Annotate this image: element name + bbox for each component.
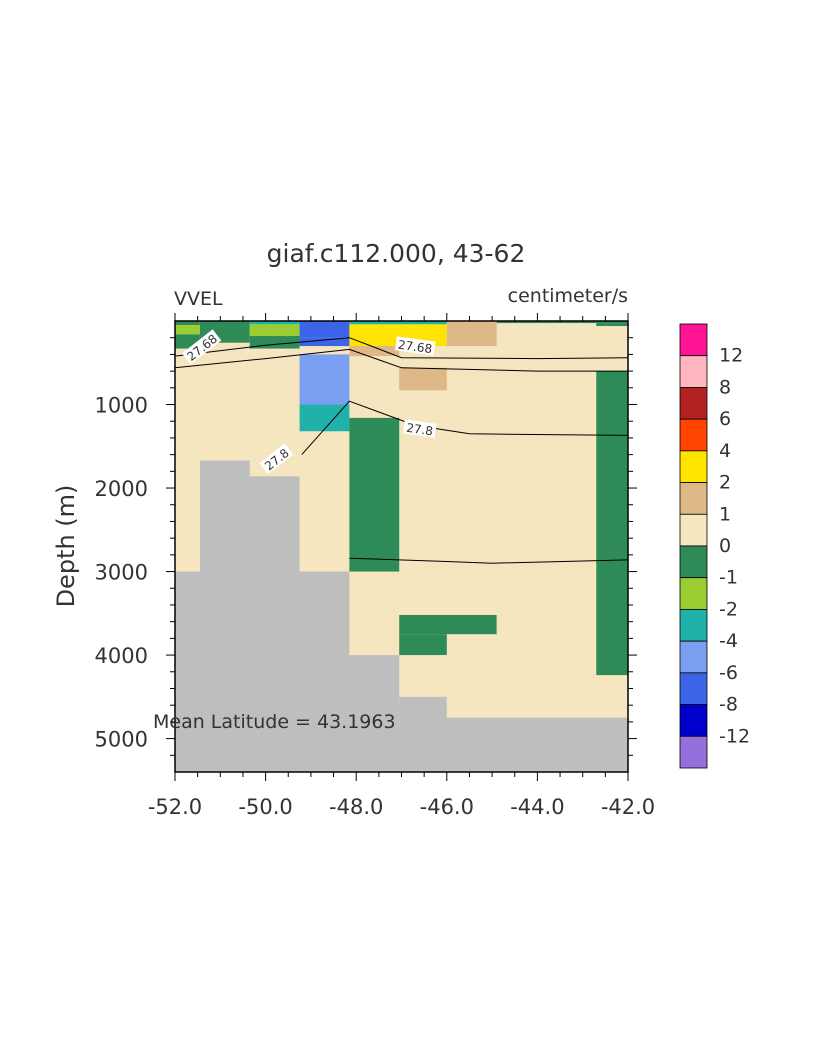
colorbar-swatch	[679, 482, 708, 515]
colorbar-swatch	[679, 387, 708, 420]
colorbar-swatch	[679, 640, 708, 674]
heatmap-cell	[249, 476, 300, 772]
colorbar-swatch	[679, 735, 708, 769]
colorbar-label: 2	[719, 472, 731, 494]
heatmap-cell	[299, 337, 350, 347]
colorbar-label: 12	[719, 345, 743, 367]
heatmap-cell	[299, 404, 350, 432]
x-tick-label: -44.0	[510, 795, 564, 819]
heatmap-cell	[496, 321, 628, 324]
heatmap-cell	[399, 634, 447, 656]
heatmap-cell	[349, 417, 400, 572]
x-tick-label: -42.0	[601, 795, 655, 819]
colorbar-label: -8	[719, 694, 738, 716]
contour-label-bg	[259, 443, 294, 475]
heatmap-cell	[175, 571, 200, 772]
colorbar-swatch	[679, 609, 708, 642]
chart-title: giaf.c112.000, 43-62	[267, 239, 526, 268]
heatmap-cell	[399, 367, 447, 391]
heatmap-cell	[175, 321, 200, 326]
contour-label: 27.68	[394, 336, 436, 357]
heatmap-cell	[299, 321, 350, 338]
colorbar-label: -6	[719, 662, 738, 684]
colorbar-swatch	[679, 418, 708, 452]
colorbar-label: 0	[719, 535, 731, 557]
colorbar-label: -1	[719, 567, 738, 589]
colorbar-swatch	[679, 450, 708, 483]
units-label: centimeter/s	[508, 285, 628, 307]
contour-label-text: 27.68	[397, 338, 433, 357]
colorbar-swatch	[679, 323, 708, 357]
y-tick-label: 1000	[95, 394, 148, 418]
heatmap-cell	[349, 655, 400, 772]
heatmap-cell	[446, 321, 497, 347]
colorbar-label: 1	[719, 503, 731, 525]
y-tick-label: 5000	[95, 728, 148, 752]
heatmap-cell	[399, 696, 447, 772]
heatmap-cell	[596, 323, 628, 327]
colorbar-label: -12	[719, 725, 750, 747]
colorbar: 12 8 6 4 2 1 0 -1 -2 -4 -6 -8 -12	[679, 323, 750, 769]
heatmap-cell	[299, 354, 350, 405]
colorbar-label: 4	[719, 440, 731, 462]
heatmap-cell	[299, 571, 350, 772]
colorbar-swatch	[679, 577, 708, 610]
contour-label-text: 27.8	[405, 421, 433, 439]
contour-label-bg	[402, 419, 437, 438]
variable-label: VVEL	[174, 288, 223, 310]
y-axis-label: Depth (m)	[52, 485, 80, 608]
colorbar-swatch	[679, 704, 708, 737]
mean-latitude-annotation: Mean Latitude = 43.1963	[153, 711, 396, 733]
contour-line	[174, 348, 628, 372]
heatmap-cell	[349, 321, 447, 325]
heatmap-cell	[199, 321, 250, 327]
x-axis-ticks: -52.0 -50.0 -48.0 -46.0 -44.0 -42.0	[148, 313, 655, 819]
contour-line	[174, 337, 629, 360]
heatmap-cell	[399, 614, 497, 635]
y-tick-label: 3000	[95, 561, 148, 585]
x-tick-label: -48.0	[329, 795, 383, 819]
heatmap-cell	[249, 321, 300, 325]
colorbar-label: 6	[719, 408, 731, 430]
contour-label-bg	[181, 329, 222, 365]
colorbar-swatch	[679, 355, 708, 388]
heatmap-cells	[175, 321, 628, 772]
colorbar-label: -2	[719, 598, 738, 620]
y-tick-label: 4000	[95, 644, 148, 668]
colorbar-swatch	[679, 672, 708, 705]
heatmap-cell	[249, 324, 300, 337]
y-tick-label: 2000	[95, 477, 148, 501]
x-tick-label: -50.0	[238, 795, 292, 819]
contour-label-bg	[394, 336, 436, 356]
heatmap-cell	[349, 346, 400, 357]
y-axis-ticks: 1000 2000 3000 4000 5000	[95, 337, 637, 756]
heatmap-cell	[446, 717, 628, 772]
colorbar-label: 8	[719, 376, 731, 398]
colorbar-label: -4	[719, 630, 738, 652]
contour-line	[349, 557, 629, 564]
contour-label: 27.8	[402, 419, 437, 439]
x-tick-label: -52.0	[148, 795, 202, 819]
x-tick-label: -46.0	[420, 795, 474, 819]
colorbar-swatch	[679, 513, 708, 547]
heatmap-cell	[199, 460, 250, 772]
heatmap-cell	[596, 371, 628, 676]
heatmap-cell	[175, 325, 200, 335]
colorbar-swatch	[679, 545, 708, 579]
